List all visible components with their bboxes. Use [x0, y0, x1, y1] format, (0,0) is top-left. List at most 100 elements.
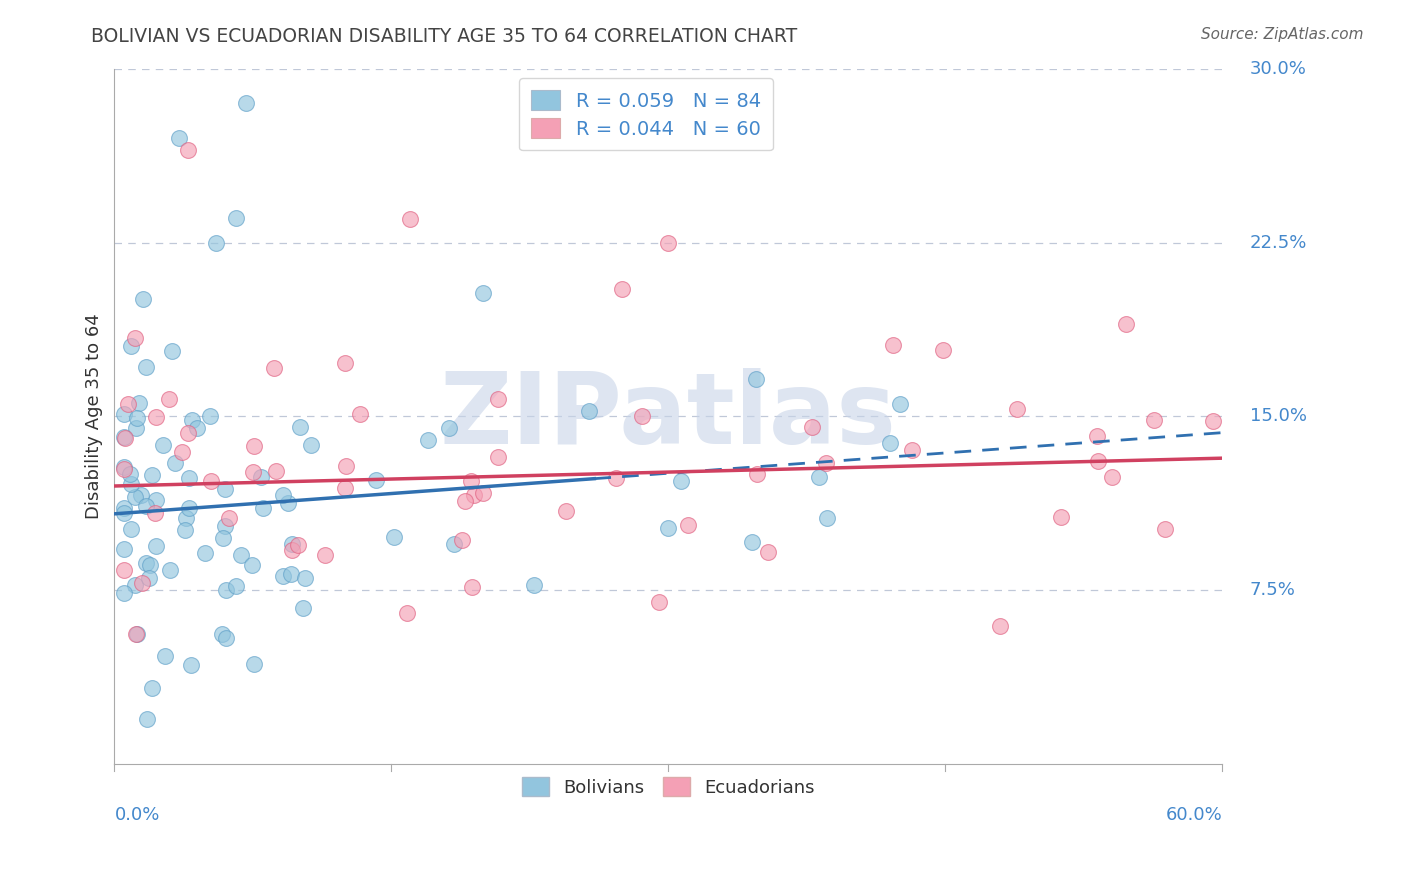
Bolivians — [273, 569, 295, 583]
Text: ZIPatlas: ZIPatlas — [440, 368, 897, 465]
Ecuadorians — [1050, 510, 1073, 524]
Ecuadorians — [177, 425, 200, 440]
Bolivians — [271, 488, 294, 502]
Ecuadorians — [648, 595, 671, 609]
Ecuadorians — [471, 486, 494, 500]
Ecuadorians — [112, 462, 135, 476]
Bolivians — [159, 563, 181, 577]
Bolivians — [160, 343, 183, 358]
Bolivians — [523, 578, 546, 592]
Ecuadorians — [335, 458, 357, 473]
Ecuadorians — [143, 507, 166, 521]
Ecuadorians — [117, 397, 139, 411]
Bolivians — [214, 482, 236, 496]
Bolivians — [127, 627, 149, 641]
Bolivians — [129, 488, 152, 502]
Bolivians — [112, 586, 135, 600]
Bolivians — [163, 456, 186, 470]
Bolivians — [120, 339, 142, 353]
Ecuadorians — [170, 444, 193, 458]
Bolivians — [181, 413, 204, 427]
Ecuadorians — [264, 464, 287, 478]
Bolivians — [288, 419, 311, 434]
Ecuadorians — [314, 548, 336, 562]
Bolivians — [657, 521, 679, 535]
Bolivians — [215, 631, 238, 645]
Ecuadorians — [242, 465, 264, 479]
Bolivians — [179, 471, 201, 485]
Y-axis label: Disability Age 35 to 64: Disability Age 35 to 64 — [86, 314, 103, 519]
Text: 7.5%: 7.5% — [1250, 582, 1295, 599]
Ecuadorians — [1087, 454, 1109, 468]
Bolivians — [229, 549, 252, 563]
Text: 30.0%: 30.0% — [1250, 60, 1306, 78]
Text: 60.0%: 60.0% — [1166, 806, 1222, 824]
Ecuadorians — [486, 450, 509, 464]
Ecuadorians — [124, 331, 146, 345]
Bolivians — [252, 501, 274, 516]
Bolivians — [112, 500, 135, 515]
Bolivians — [180, 657, 202, 672]
Ecuadorians — [610, 282, 633, 296]
Ecuadorians — [486, 392, 509, 407]
Ecuadorians — [1085, 429, 1108, 443]
Ecuadorians — [218, 511, 240, 525]
Bolivians — [235, 96, 257, 111]
Bolivians — [128, 396, 150, 410]
Bolivians — [112, 506, 135, 520]
Ecuadorians — [335, 481, 357, 495]
Bolivians — [741, 535, 763, 549]
Text: 0.0%: 0.0% — [114, 806, 160, 824]
Ecuadorians — [114, 431, 136, 445]
Bolivians — [214, 518, 236, 533]
Text: Source: ZipAtlas.com: Source: ZipAtlas.com — [1201, 27, 1364, 42]
Bolivians — [136, 712, 159, 726]
Ecuadorians — [349, 407, 371, 421]
Ecuadorians — [463, 488, 485, 502]
Ecuadorians — [1154, 522, 1177, 536]
Ecuadorians — [131, 576, 153, 591]
Bolivians — [281, 536, 304, 550]
Bolivians — [141, 468, 163, 483]
Ecuadorians — [454, 493, 477, 508]
Bolivians — [152, 438, 174, 452]
Bolivians — [174, 523, 197, 537]
Ecuadorians — [460, 474, 482, 488]
Bolivians — [124, 578, 146, 592]
Bolivians — [808, 470, 831, 484]
Ecuadorians — [177, 143, 200, 157]
Bolivians — [174, 511, 197, 525]
Bolivians — [366, 473, 388, 487]
Text: 22.5%: 22.5% — [1250, 234, 1308, 252]
Bolivians — [112, 459, 135, 474]
Bolivians — [112, 430, 135, 444]
Ecuadorians — [1202, 414, 1225, 428]
Ecuadorians — [461, 580, 484, 594]
Bolivians — [205, 235, 228, 250]
Bolivians — [242, 657, 264, 671]
Ecuadorians — [243, 439, 266, 453]
Bolivians — [118, 467, 141, 481]
Bolivians — [112, 541, 135, 556]
Ecuadorians — [745, 467, 768, 481]
Ecuadorians — [932, 343, 955, 357]
Bolivians — [145, 540, 167, 554]
Ecuadorians — [287, 538, 309, 552]
Text: 15.0%: 15.0% — [1250, 408, 1306, 425]
Bolivians — [200, 409, 222, 424]
Bolivians — [889, 397, 911, 411]
Bolivians — [139, 558, 162, 572]
Bolivians — [225, 211, 247, 225]
Bolivians — [745, 371, 768, 385]
Ecuadorians — [676, 517, 699, 532]
Bolivians — [211, 627, 233, 641]
Bolivians — [250, 469, 273, 483]
Bolivians — [138, 571, 160, 585]
Ecuadorians — [1005, 402, 1028, 417]
Ecuadorians — [1115, 318, 1137, 332]
Ecuadorians — [631, 409, 654, 423]
Bolivians — [167, 131, 190, 145]
Bolivians — [416, 433, 439, 447]
Bolivians — [135, 359, 157, 374]
Bolivians — [443, 536, 465, 550]
